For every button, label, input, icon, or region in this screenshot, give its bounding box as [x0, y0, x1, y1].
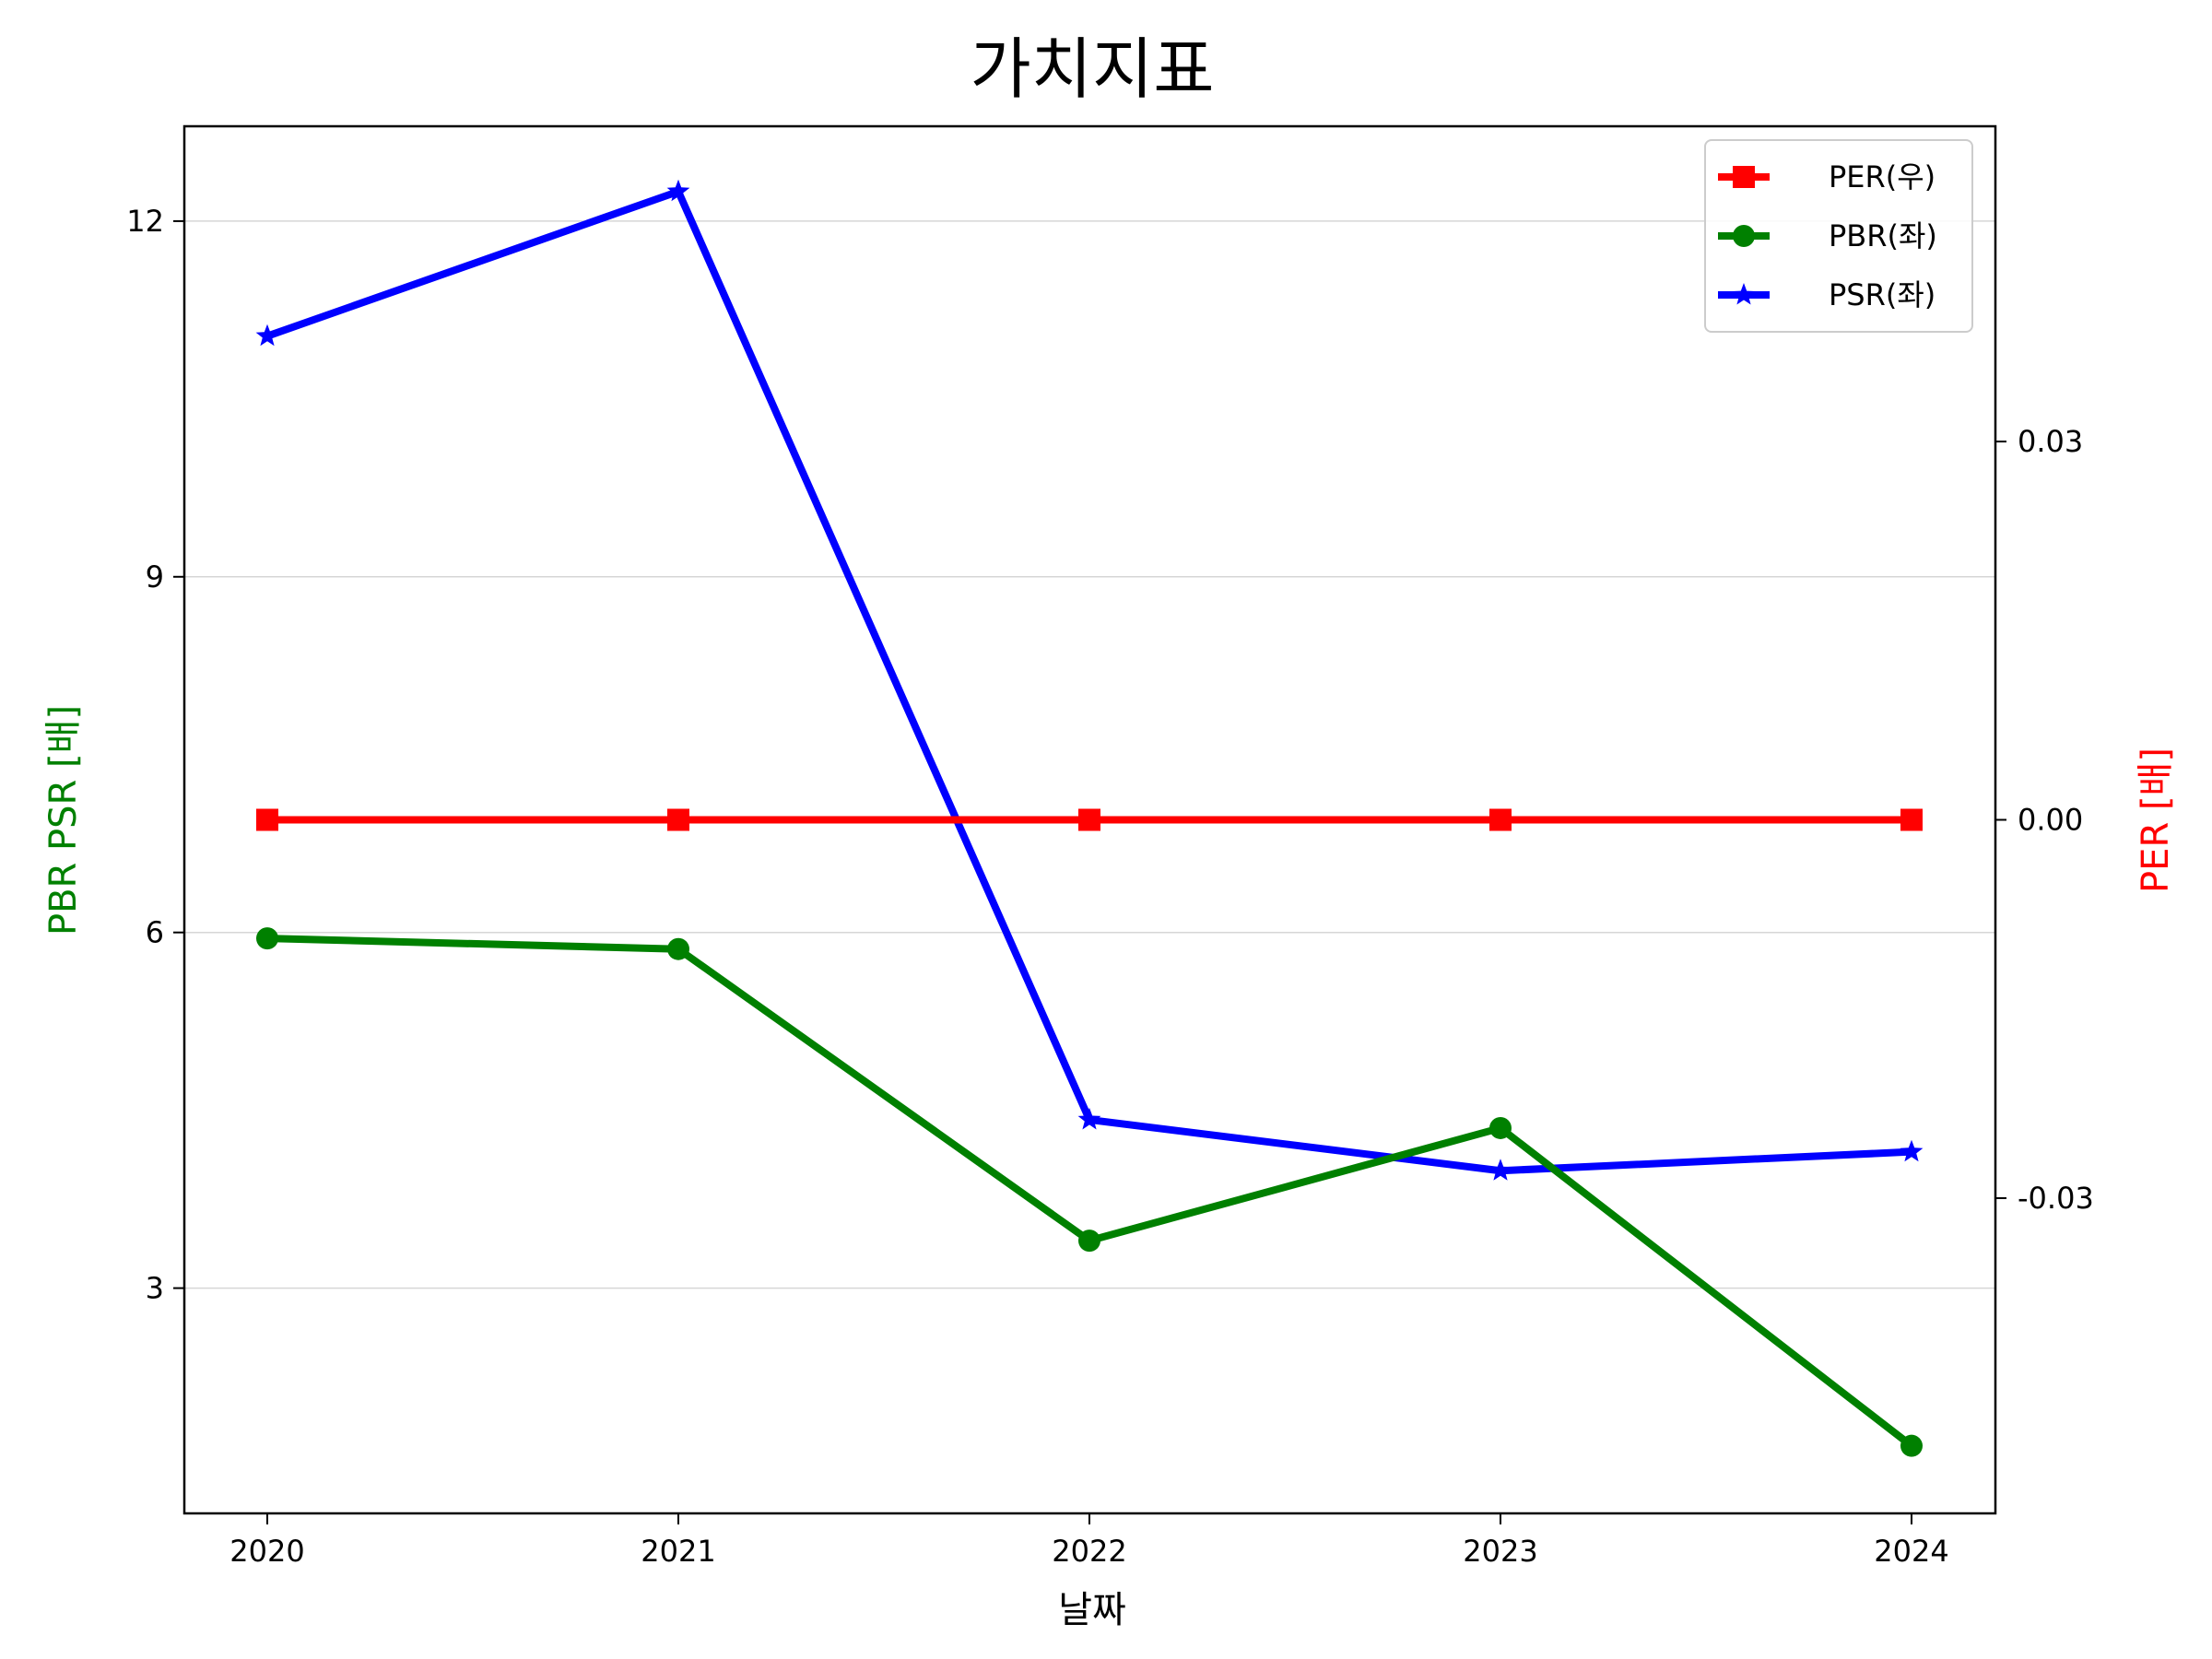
legend-label: PBR(좌)	[1829, 218, 1937, 253]
data-point-pbr	[1489, 1116, 1512, 1139]
legend-box	[1704, 139, 1973, 333]
data-point-per	[256, 808, 278, 831]
series-psr	[255, 179, 1924, 1181]
y-left-tick-label: 3	[146, 1271, 164, 1306]
y-axis-right: -0.03 0.00 0.03	[1995, 424, 2094, 1216]
data-point-pbr	[667, 937, 689, 960]
series-per	[256, 808, 1923, 831]
legend: PER(우) PBR(좌) PSR(좌)	[1704, 139, 1973, 333]
data-point-psr	[666, 179, 690, 202]
x-tick-label: 2020	[229, 1534, 304, 1569]
data-point-pbr	[1078, 1230, 1100, 1253]
series-layer	[255, 179, 1924, 1457]
y-right-tick-label: 0.00	[2018, 803, 2083, 838]
data-point-pbr	[1900, 1434, 1923, 1457]
legend-item-psr: PSR(좌)	[1718, 277, 1936, 312]
data-point-psr	[1900, 1139, 1924, 1162]
y-left-tick-label: 6	[146, 915, 164, 950]
data-point-per	[1900, 808, 1923, 831]
x-tick-label: 2024	[1874, 1534, 1948, 1569]
y-axis-right-label: PER [배]	[2135, 747, 2177, 893]
data-point-per	[667, 808, 689, 831]
y-right-tick-label: 0.03	[2018, 424, 2083, 459]
data-point-per	[1078, 808, 1100, 831]
data-point-psr	[1077, 1107, 1101, 1130]
y-left-tick-label: 12	[126, 204, 164, 239]
data-point-per	[1489, 808, 1512, 831]
series-pbr	[256, 927, 1923, 1457]
chart-title: 가치지표	[971, 30, 1215, 108]
x-axis: 2020 2021 2022 2023 2024	[229, 1513, 1949, 1569]
y-right-tick-label: -0.03	[2018, 1181, 2094, 1216]
legend-marker	[1733, 166, 1755, 188]
grid-lines	[184, 220, 1995, 1289]
data-point-pbr	[256, 927, 278, 950]
legend-item-pbr: PBR(좌)	[1718, 218, 1937, 253]
legend-label: PER(우)	[1829, 159, 1936, 194]
x-tick-label: 2023	[1463, 1534, 1537, 1569]
x-axis-label: 날짜	[1058, 1589, 1126, 1631]
legend-marker	[1733, 225, 1755, 247]
data-point-psr	[255, 324, 279, 347]
x-tick-label: 2021	[641, 1534, 715, 1569]
y-axis-left-label: PBR PSR [배]	[42, 705, 85, 935]
y-axis-left: 3 6 9 12	[126, 204, 184, 1306]
x-tick-label: 2022	[1052, 1534, 1126, 1569]
legend-item-per: PER(우)	[1718, 159, 1936, 194]
legend-label: PSR(좌)	[1829, 277, 1936, 312]
legend-marker	[1732, 283, 1756, 305]
data-point-psr	[1488, 1159, 1512, 1181]
y-left-tick-label: 9	[146, 559, 164, 594]
